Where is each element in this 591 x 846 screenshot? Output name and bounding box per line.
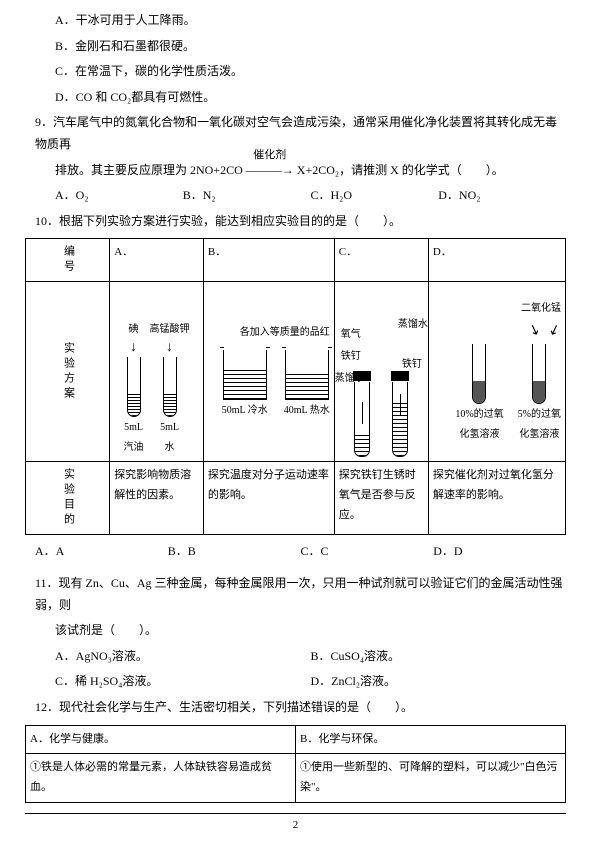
q10-diagram-c: 氧气 铁钉 蒸馏水 蒸馏水 铁钉: [334, 282, 428, 462]
q12-table: A．化学与健康。 B．化学与环保。 ①铁是人体必需的常量元素，人体缺铁容易造成贫…: [25, 725, 566, 803]
q12-stem: 12．现代社会化学与生产、生活密切相关，下列描述错误的是（ ）。: [25, 697, 566, 719]
q9-stem2-post: X+2CO₂，请推测 X 的化学式（ ）。: [297, 163, 504, 177]
q9-opt-b: B．N₂: [183, 185, 311, 207]
arrow-down-icon: ↓: [166, 341, 173, 355]
dia-c-nail2: 铁钉: [402, 356, 422, 374]
q11-opts-row2: C．稀 H₂SO₄溶液。 D．ZnCl₂溶液。: [25, 671, 566, 693]
dia-d-10b: 化氢溶液: [459, 426, 499, 444]
q10-diagram-a: 碘 ↓ 5mL 汽油 高锰酸钾 ↓ 5mL 水: [110, 282, 204, 462]
q10-head-d: D．: [428, 239, 565, 282]
dia-d-mno2: 二氧化锰: [521, 300, 561, 318]
q11-stem2: 该试剂是（ ）。: [25, 620, 566, 642]
q9-stem2-pre: 排放。其主要反应原理为 2NO+2CO: [55, 163, 243, 177]
q10-ans-a: A．A: [35, 541, 168, 563]
dia-d-10a: 10%的过氧: [455, 406, 503, 424]
dia-c-nail1: 铁钉: [341, 348, 361, 366]
q9-opt-c: C．H₂O: [311, 185, 439, 207]
dia-b-cold: 50mL 冷水: [222, 402, 268, 420]
dia-b-top: 各加入等质量的品红: [240, 324, 330, 342]
q9-options: A．O₂ B．N₂ C．H₂O D．NO₂: [25, 185, 566, 207]
q8-opt-d: D．CO 和 CO₂都具有可燃性。: [25, 87, 566, 109]
q10-head-a: A．: [110, 239, 204, 282]
q10-head-b: B．: [203, 239, 334, 282]
q10-ans-c: C．C: [301, 541, 434, 563]
dia-a-gasoline: 汽油: [124, 439, 144, 457]
q12-a-body: ①铁是人体必需的常量元素，人体缺铁容易造成贫血。: [26, 754, 296, 803]
q10-purpose-d: 探究催化剂对过氧化氢分解速率的影响。: [428, 462, 565, 535]
q8-opt-a: A．干冰可用于人工降雨。: [25, 10, 566, 32]
tube-icon: [532, 344, 546, 404]
q9-stem1: 9．汽车尾气中的氮氧化合物和一氧化碳对空气会造成污染，通常采用催化净化装置将其转…: [25, 112, 566, 155]
q11-opt-a: A．AgNO₃溶液。: [55, 646, 311, 668]
q12-b-body: ①使用一些新型的、可降解的塑料，可以减少"白色污染"。: [296, 754, 566, 803]
q10-diagram-d: 二氧化锰 ↘ ↙ 10%的过氧 化氢溶液 5%的过氧 化氢溶液: [428, 282, 565, 462]
q11-opt-c: C．稀 H₂SO₄溶液。: [55, 671, 311, 693]
dia-a-kmno4: 高锰酸钾: [150, 321, 190, 339]
q9-opt-a: A．O₂: [55, 185, 183, 207]
q11-opts-row1: A．AgNO₃溶液。 B．CuSO₄溶液。: [25, 646, 566, 668]
q10-row-head-2: 实验方案: [26, 282, 110, 462]
q10-diagram-b: 各加入等质量的品红 50mL 冷水 40mL 热水: [203, 282, 334, 462]
q10-stem: 10．根据下列实验方案进行实验，能达到相应实验目的的是（ ）。: [25, 211, 566, 233]
arrow-down-icon: ↙: [547, 322, 563, 339]
q10-purpose-b: 探究温度对分子运动速率的影响。: [203, 462, 334, 535]
dia-c-o2: 氧气: [341, 326, 361, 344]
q10-answers: A．A B．B C．C D．D: [25, 541, 566, 563]
beaker-icon: [223, 350, 267, 400]
dia-c-dist2: 蒸馏水: [398, 316, 428, 334]
tube-icon: [354, 382, 370, 457]
q9-opt-d: D．NO₂: [438, 185, 566, 207]
page-number: 2: [25, 813, 566, 836]
q10-head-c: C．: [334, 239, 428, 282]
dia-a-5ml-2: 5mL: [160, 419, 179, 437]
tube-icon: [472, 344, 486, 404]
dia-a-5ml-1: 5mL: [124, 419, 143, 437]
tube-icon: [392, 382, 408, 457]
q10-ans-d: D．D: [433, 541, 566, 563]
dia-d-5b: 化氢溶液: [519, 426, 559, 444]
q8-opt-b: B．金刚石和石墨都很硬。: [25, 36, 566, 58]
dia-a-water: 水: [165, 439, 175, 457]
q11-opt-d: D．ZnCl₂溶液。: [311, 671, 567, 693]
q11-opt-b: B．CuSO₄溶液。: [311, 646, 567, 668]
q10-row-head-3: 实验目的: [26, 462, 110, 535]
dia-a-iodine: 碘: [129, 321, 139, 339]
q9-stem2: 排放。其主要反应原理为 2NO+2CO ———→ X+2CO₂，请推测 X 的化…: [25, 160, 566, 182]
q10-row-head-1: 编号: [26, 239, 110, 282]
dia-d-5a: 5%的过氧: [518, 406, 561, 424]
q12-a-head: A．化学与健康。: [26, 725, 296, 754]
q11-stem1: 11．现有 Zn、Cu、Ag 三种金属，每种金属限用一次，只用一种试剂就可以验证…: [25, 573, 566, 616]
dia-b-hot: 40mL 热水: [284, 402, 330, 420]
tube-icon: [163, 357, 177, 417]
beaker-icon: [285, 350, 329, 400]
tube-icon: [127, 357, 141, 417]
q12-b-head: B．化学与环保。: [296, 725, 566, 754]
q10-ans-b: B．B: [168, 541, 301, 563]
arrow-down-icon: ↓: [130, 341, 137, 355]
catalyst-arrow: ———→: [246, 160, 294, 182]
q8-opt-c: C．在常温下，碳的化学性质活泼。: [25, 61, 566, 83]
q10-purpose-a: 探究影响物质溶解性的因素。: [110, 462, 204, 535]
q10-purpose-c: 探究铁钉生锈时氧气是否参与反应。: [334, 462, 428, 535]
q10-table: 编号 A． B． C． D． 实验方案 碘 ↓ 5mL 汽油 高锰酸钾 ↓: [25, 238, 566, 535]
arrow-down-icon: ↘: [525, 322, 541, 339]
